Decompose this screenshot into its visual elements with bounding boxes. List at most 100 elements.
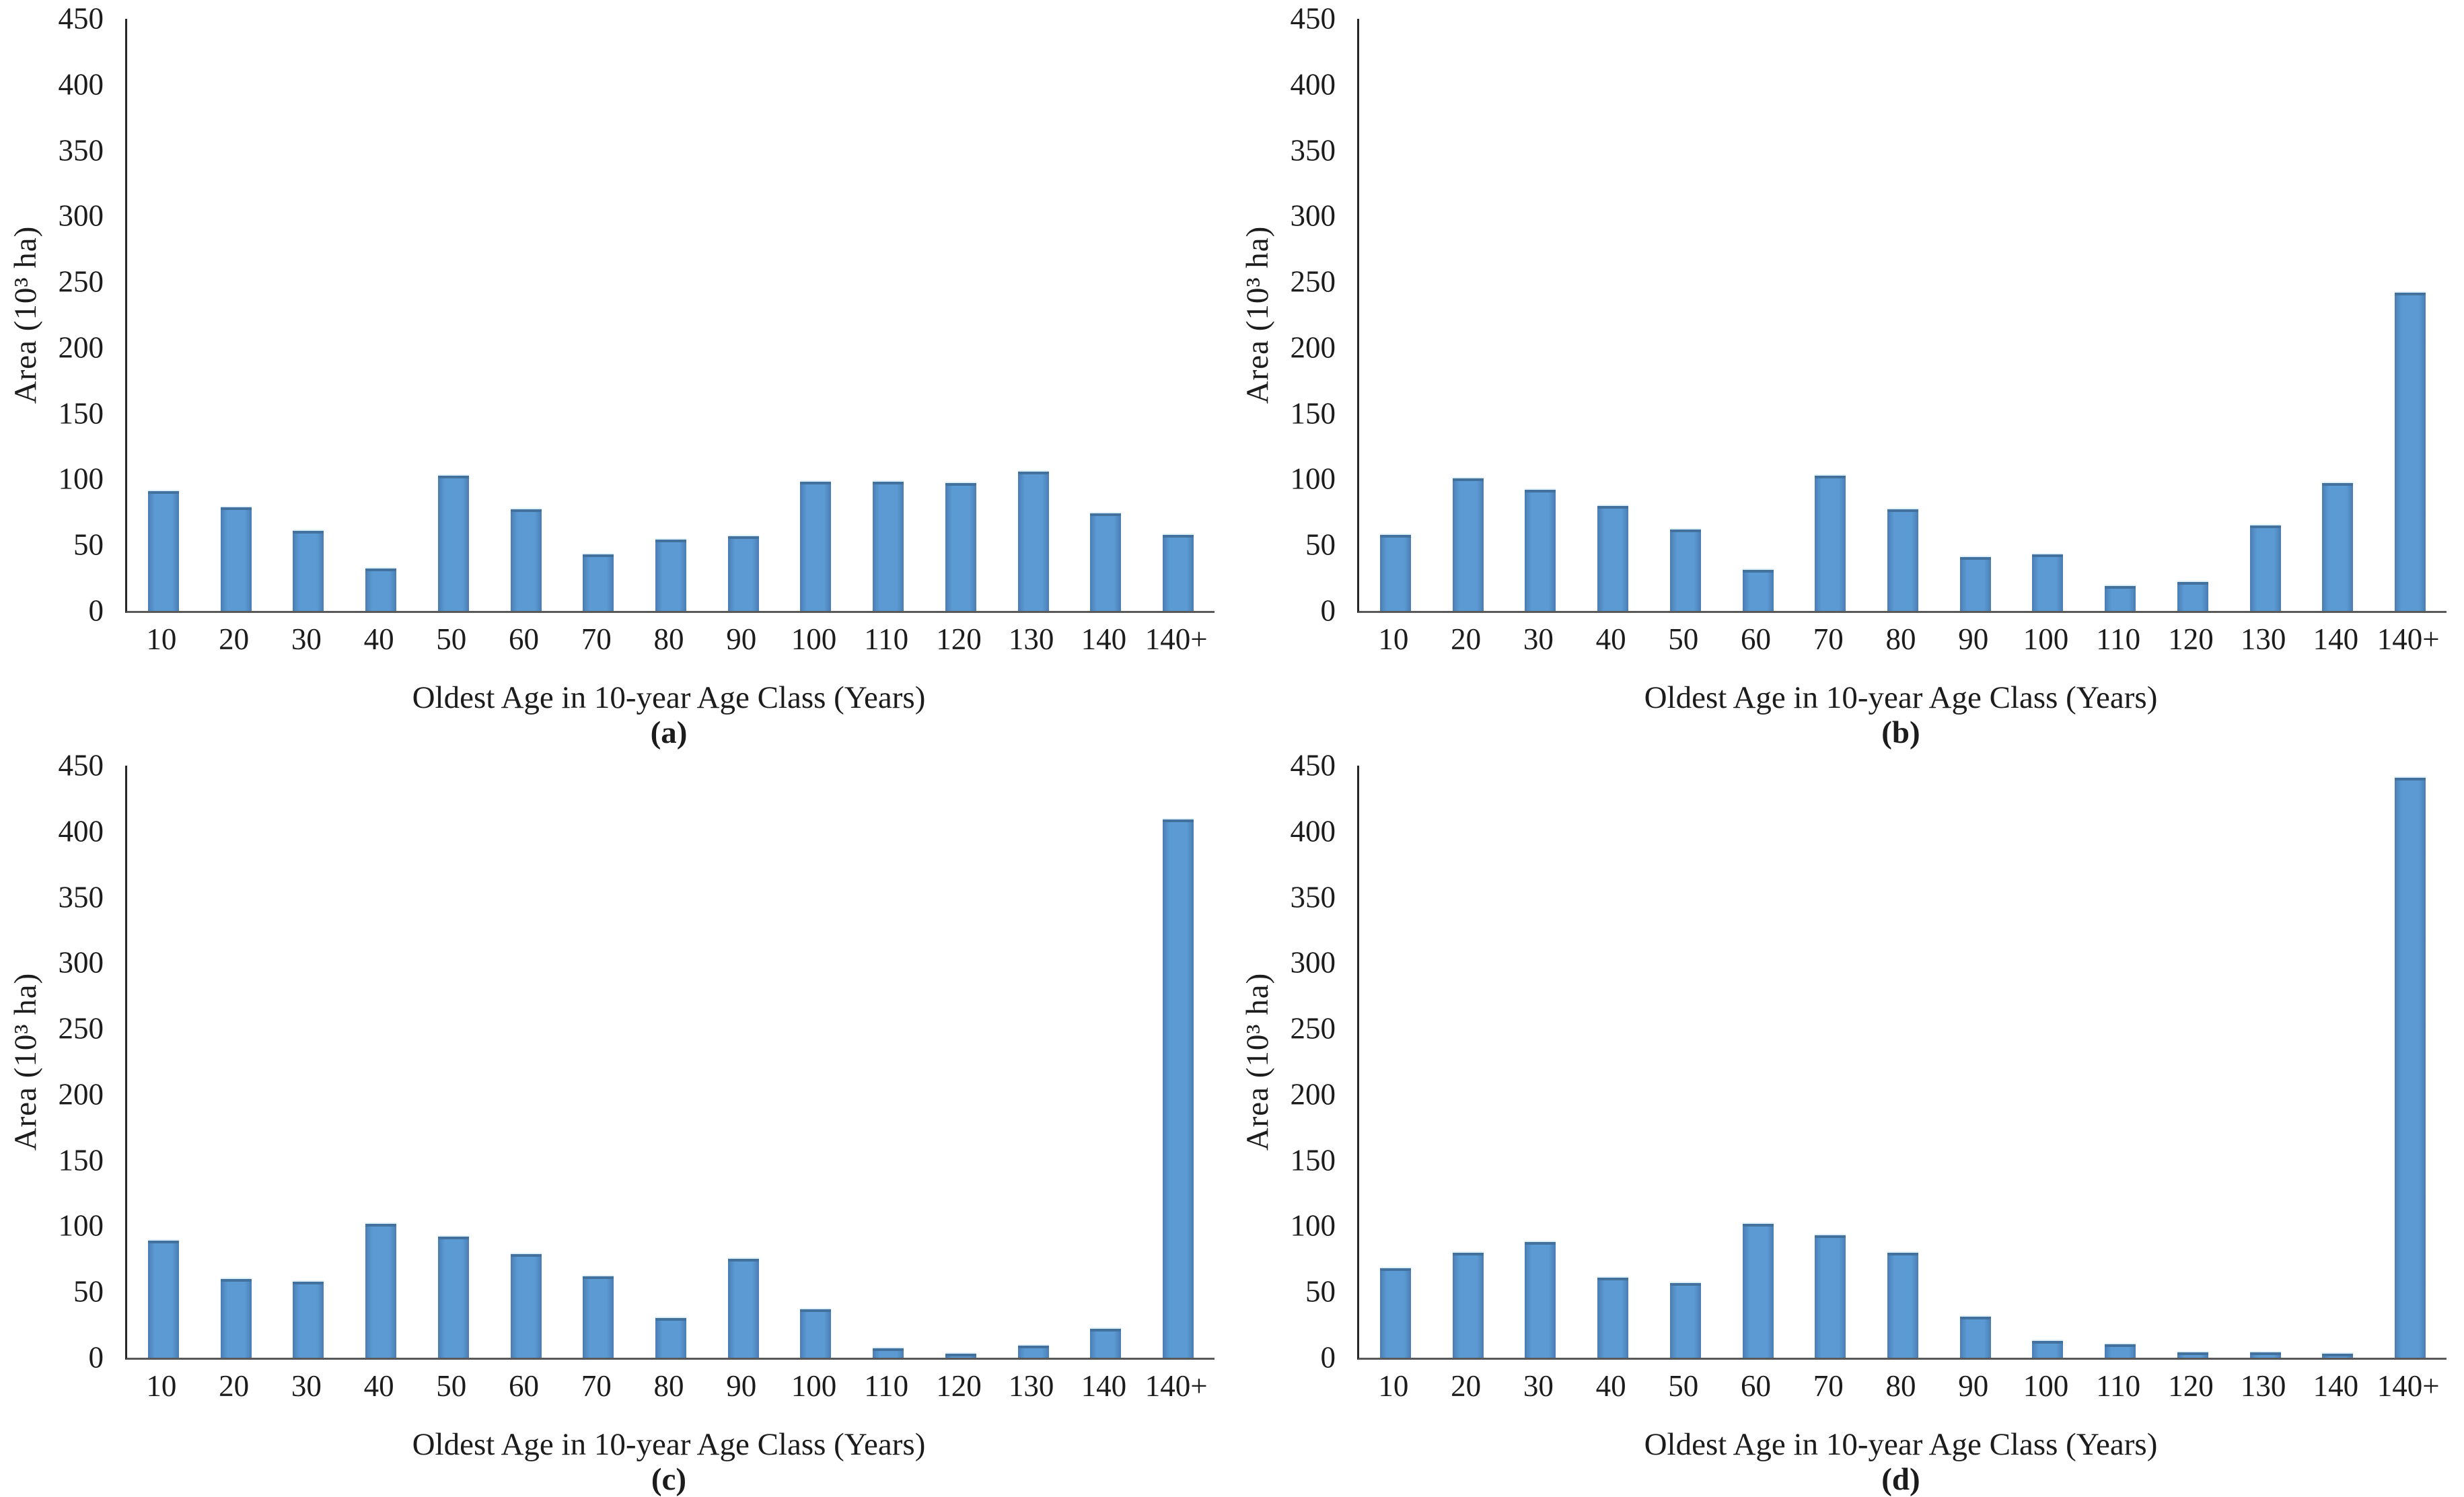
bar-80	[655, 1318, 686, 1358]
bar-20	[1452, 478, 1484, 611]
x-tick-label: 130	[2240, 622, 2286, 656]
x-tick-label: 110	[864, 622, 909, 656]
bar-60	[1742, 1223, 1774, 1358]
y-tick-label: 0	[1320, 593, 1336, 628]
bar-100	[2032, 1340, 2064, 1358]
x-tick-label: 30	[1523, 1369, 1554, 1403]
x-tick-label: 40	[363, 1369, 394, 1403]
y-tick-label: 350	[1290, 133, 1336, 168]
bar-slot	[2302, 19, 2375, 611]
bar-slot	[997, 19, 1070, 611]
x-tick-label: 20	[219, 1369, 250, 1403]
x-tick-label: 50	[436, 622, 467, 656]
y-tick-label: 350	[1290, 880, 1336, 914]
x-tick-label: 70	[1813, 1369, 1844, 1403]
x-tick-label: 110	[2096, 1369, 2141, 1403]
bar-140	[1090, 513, 1122, 611]
bar-slot	[1504, 766, 1577, 1358]
x-tick-label: 10	[146, 622, 177, 656]
x-tick-label: 30	[291, 1369, 322, 1403]
y-axis-tick-labels: 0 50 100 150 200 250 300 350 400 450	[1232, 3, 1345, 626]
bar-slot	[490, 19, 563, 611]
bar-slot	[852, 19, 925, 611]
x-tick-label: 130	[1008, 1369, 1054, 1403]
x-tick-label: 120	[2168, 622, 2214, 656]
bar-slot	[1504, 19, 1577, 611]
x-tick-label: 10	[1378, 1369, 1409, 1403]
bar-slot	[1359, 19, 1432, 611]
bar-10	[147, 1240, 179, 1358]
plot-area	[125, 766, 1215, 1360]
y-tick-label: 250	[1290, 264, 1336, 299]
bar-120	[2177, 1352, 2208, 1358]
y-tick-label: 150	[1290, 396, 1336, 431]
x-axis-tick-labels: 10 20 30 40 50 60 70 80 90 100 110 120 130 140 140+	[1357, 624, 2444, 655]
x-tick-label: 40	[1595, 1369, 1626, 1403]
x-tick-label: 30	[1523, 622, 1554, 656]
x-tick-label: 140+	[2377, 1369, 2440, 1403]
x-tick-label: 100	[791, 622, 837, 656]
bar-slot	[780, 766, 853, 1358]
bar-slot	[562, 19, 635, 611]
y-tick-label: 0	[88, 1340, 104, 1375]
y-tick-label: 300	[58, 198, 104, 233]
y-tick-label: 450	[58, 1, 104, 36]
bar-slot	[127, 19, 200, 611]
x-tick-label: 10	[1378, 622, 1409, 656]
plot-area	[125, 19, 1215, 613]
y-tick-label: 0	[88, 593, 104, 628]
x-tick-label: 70	[1813, 622, 1844, 656]
x-tick-label: 60	[1741, 1369, 1772, 1403]
bar-40	[365, 569, 397, 611]
chart-panel-a: Area (10³ ha) 0 50 100 150 200 250 300 350 400 45…	[0, 0, 1232, 749]
x-tick-label: 130	[1008, 622, 1054, 656]
x-tick-label: 80	[653, 1369, 684, 1403]
y-tick-label: 100	[1290, 462, 1336, 496]
x-tick-label: 60	[509, 1369, 540, 1403]
bar-slot	[2012, 766, 2085, 1358]
y-tick-label: 200	[58, 330, 104, 365]
x-tick-label: 60	[509, 622, 540, 656]
bar-20	[220, 1278, 252, 1358]
y-tick-label: 300	[58, 945, 104, 980]
bar-slot	[1722, 766, 1795, 1358]
x-tick-label: 120	[2168, 1369, 2214, 1403]
bar-slot	[2374, 19, 2447, 611]
y-tick-label: 100	[1290, 1208, 1336, 1243]
bar-70	[1815, 1235, 1846, 1358]
x-tick-label: 70	[581, 622, 612, 656]
bar-slot	[1359, 766, 1432, 1358]
y-tick-label: 450	[1290, 1, 1336, 36]
bar-70	[583, 1276, 614, 1358]
bar-80	[1887, 509, 1918, 611]
bar-slot	[1649, 19, 1722, 611]
bar-80	[1887, 1252, 1918, 1358]
x-tick-label: 90	[1958, 1369, 1989, 1403]
bar-60	[510, 1253, 542, 1358]
x-tick-label: 140	[2313, 1369, 2359, 1403]
bar-20	[1452, 1252, 1484, 1358]
bar-130	[2249, 1352, 2281, 1358]
bar-140+	[1163, 819, 1194, 1358]
bar-100	[800, 1309, 832, 1358]
y-tick-label: 250	[58, 264, 104, 299]
bar-140	[2322, 1354, 2354, 1358]
bar-slot	[1722, 19, 1795, 611]
bar-90	[1959, 556, 1991, 611]
y-tick-label: 200	[1290, 330, 1336, 365]
bar-slot	[1794, 766, 1867, 1358]
bar-slot	[562, 766, 635, 1358]
bar-90	[727, 536, 759, 611]
y-tick-label: 250	[1290, 1011, 1336, 1046]
panel-caption: (b)	[1881, 715, 1920, 750]
x-tick-label: 100	[2023, 622, 2069, 656]
x-tick-label: 140+	[1145, 1369, 1208, 1403]
bar-slot	[127, 766, 200, 1358]
bar-slot	[925, 19, 997, 611]
bar-slot	[417, 19, 490, 611]
bar-slot	[1867, 19, 1939, 611]
x-tick-label: 140	[2313, 622, 2359, 656]
bar-slot	[1649, 766, 1722, 1358]
x-tick-label: 140+	[2377, 622, 2440, 656]
